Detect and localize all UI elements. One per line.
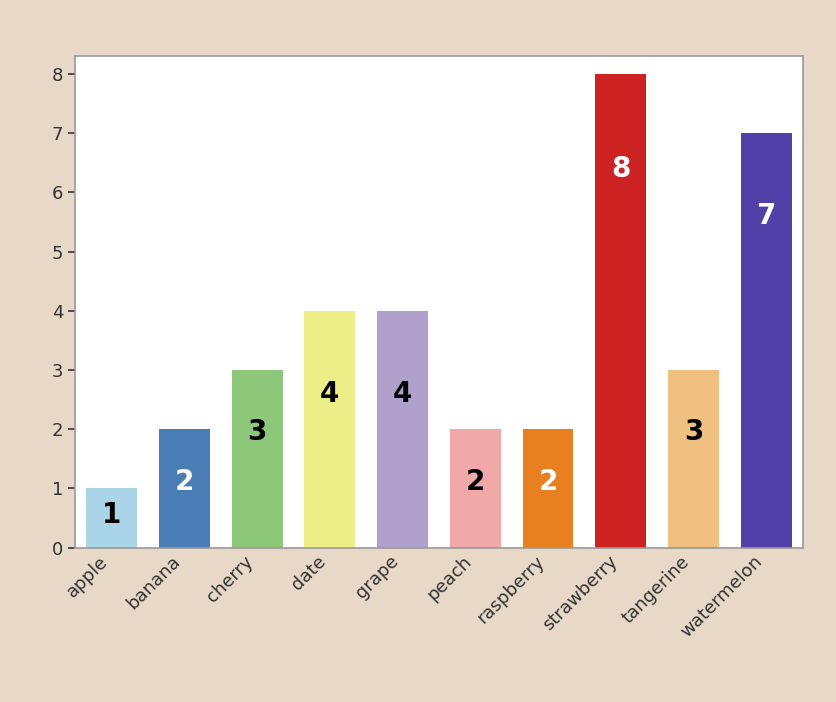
Text: 2: 2 bbox=[538, 468, 558, 496]
Text: 1: 1 bbox=[102, 501, 121, 529]
Bar bbox=[668, 370, 719, 548]
Text: 4: 4 bbox=[393, 380, 412, 408]
Bar bbox=[377, 311, 428, 548]
Text: 4: 4 bbox=[320, 380, 339, 408]
Text: 3: 3 bbox=[247, 418, 267, 446]
Bar bbox=[159, 429, 210, 548]
Text: 7: 7 bbox=[757, 202, 776, 230]
Text: 8: 8 bbox=[611, 154, 630, 183]
Bar bbox=[86, 489, 137, 548]
Bar bbox=[232, 370, 283, 548]
Bar bbox=[304, 311, 355, 548]
Text: 2: 2 bbox=[175, 468, 194, 496]
Text: 3: 3 bbox=[684, 418, 703, 446]
Bar bbox=[741, 133, 792, 548]
Bar bbox=[450, 429, 501, 548]
Bar bbox=[522, 429, 573, 548]
Text: 2: 2 bbox=[466, 468, 485, 496]
Bar bbox=[595, 74, 646, 548]
